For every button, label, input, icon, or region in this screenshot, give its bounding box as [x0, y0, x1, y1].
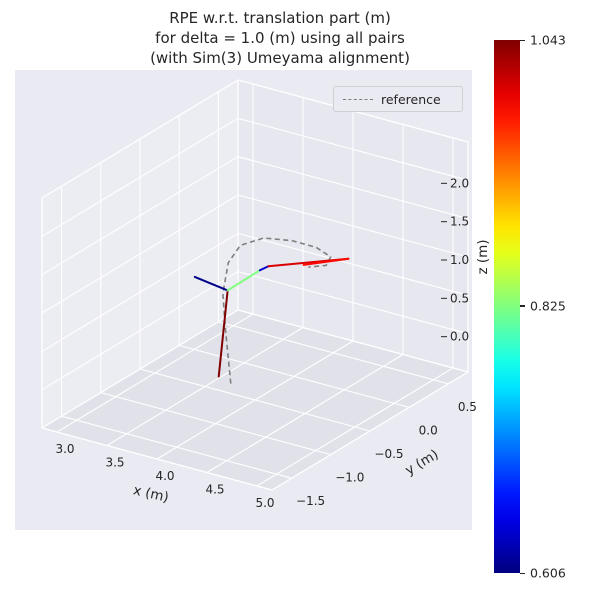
y-tick-label: −1.5 [296, 494, 325, 508]
cube-edge [41, 309, 239, 429]
plot-title: RPE w.r.t. translation part (m) for delt… [0, 8, 560, 68]
x-tick-label: 4.0 [155, 469, 174, 483]
grid-wallx-z [41, 117, 239, 237]
colorbar: 1.043 0.825 0.606 [494, 33, 566, 581]
cube-edge [271, 371, 469, 491]
estimated-trajectory-segment [258, 265, 270, 272]
grid-floor-y [179, 344, 410, 408]
grid-wallx-z [41, 194, 239, 314]
x-tick-label: 5.0 [255, 496, 274, 510]
x-tick-label: 3.0 [55, 442, 74, 456]
cube-edge [237, 309, 469, 373]
grid-wally-z [237, 271, 469, 335]
legend-label-reference: reference [381, 91, 441, 107]
cube-edge [41, 427, 273, 491]
estimated-trajectory-segment [193, 275, 229, 292]
grid-wallx-z [41, 271, 239, 391]
grid-wallx-z [41, 232, 239, 352]
z-tick-label: 1.5 [450, 215, 469, 229]
grid-wally-z [237, 194, 469, 258]
grid-wally-z [237, 156, 469, 220]
cube-edge [41, 79, 239, 199]
estimated-trajectory-segment [226, 269, 261, 292]
x-tick-label: 3.5 [105, 456, 124, 470]
colorbar-tick-mark [520, 39, 525, 41]
colorbar-tick-mark [520, 305, 525, 307]
z-tick-label: 1.0 [450, 253, 469, 267]
grid-wally-z [237, 117, 469, 181]
z-tick-label: 2.0 [450, 176, 469, 190]
colorbar-tick-mark [520, 572, 525, 574]
grid-floor-y [100, 392, 331, 456]
legend: reference [333, 86, 463, 112]
y-tick-label: −1.0 [335, 471, 364, 485]
plot-title-line-2: for delta = 1.0 (m) using all pairs [155, 29, 405, 47]
grid-floor-y [218, 321, 449, 385]
estimated-trajectory-segment [217, 289, 229, 378]
plot-title-line-1: RPE w.r.t. translation part (m) [169, 9, 391, 27]
y-tick-label: 0.5 [458, 400, 477, 414]
legend-dashed-line-sample [343, 98, 373, 100]
plot-panel [15, 70, 472, 530]
estimated-trajectory-segment [302, 257, 350, 266]
x-axis-label: x (m) [132, 482, 171, 506]
x-tick-label: 4.5 [205, 482, 224, 496]
grid-wallx-z [41, 156, 239, 276]
grid-floor-y [139, 368, 371, 432]
plot-title-line-3: (with Sim(3) Umeyama alignment) [150, 49, 410, 67]
z-tick-label: 0.0 [450, 330, 469, 344]
y-tick-label: −0.5 [374, 447, 403, 461]
grid-wally-z [237, 232, 469, 296]
colorbar-tick-label: 0.825 [530, 298, 566, 314]
z-axis-label: z (m) [475, 239, 491, 274]
colorbar-tick-label: 0.606 [530, 565, 566, 581]
y-tick-label: 0.0 [419, 423, 438, 437]
colorbar-tick-label: 1.043 [530, 32, 566, 48]
grid-floor-y [61, 415, 292, 479]
z-tick-label: 0.5 [450, 291, 469, 305]
